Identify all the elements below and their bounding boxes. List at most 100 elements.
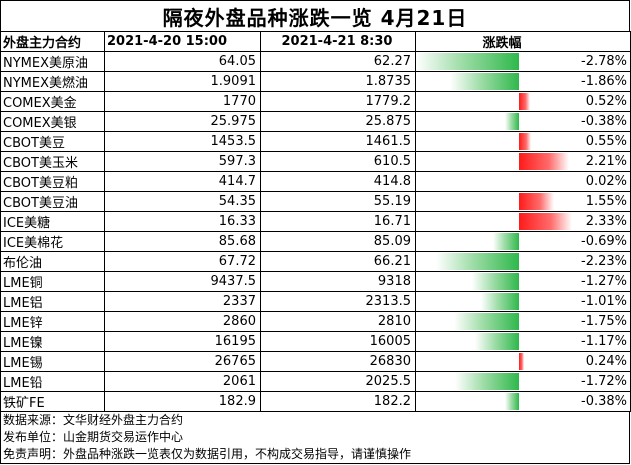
change-pct-value: 1.55%: [585, 194, 627, 209]
price-curr: 66.21: [260, 251, 416, 272]
header-contract: 外盘主力合约: [0, 31, 105, 52]
quote-table: 外盘主力合约 2021-4-20 15:00 2021-4-21 8:30 涨跌…: [0, 31, 631, 412]
change-pct: -2.78%: [518, 51, 631, 72]
price-curr: 85.09: [260, 231, 416, 252]
price-prev: 16195: [104, 331, 261, 352]
change-pct: 1.55%: [518, 191, 631, 212]
change-pct: -1.86%: [518, 71, 631, 92]
price-curr: 1461.5: [260, 131, 416, 152]
change-pct-value: -2.23%: [581, 254, 627, 269]
negative-change-bar: [481, 293, 519, 310]
price-prev: 26765: [104, 351, 261, 372]
contract-name: 布伦油: [0, 251, 105, 272]
change-pct-value: 0.55%: [585, 134, 627, 149]
note-source: 数据来源：文华财经外盘主力合约: [3, 413, 184, 427]
change-pct: 2.33%: [518, 211, 631, 232]
table-row: CBOT美豆 1453.5 1461.5 0.55%: [0, 131, 631, 152]
negative-change-bar: [455, 373, 519, 390]
change-bar-cell: [415, 311, 519, 332]
change-pct-value: -0.38%: [581, 114, 627, 129]
table-row: ICE美糖 16.33 16.71 2.33%: [0, 211, 631, 232]
price-prev: 597.3: [104, 151, 261, 172]
price-prev: 67.72: [104, 251, 261, 272]
header-date-a: 2021-4-20 15:00: [104, 31, 261, 52]
table-row: LME锡 26765 26830 0.24%: [0, 351, 631, 372]
change-pct: -0.38%: [518, 391, 631, 412]
price-curr: 55.19: [260, 191, 416, 212]
contract-name: LME镍: [0, 331, 105, 352]
change-bar-cell: [415, 231, 519, 252]
change-pct: 2.21%: [518, 151, 631, 172]
quote-rows: NYMEX美原油 64.05 62.27 -2.78% NYMEX美燃油 1.9091 1.…: [0, 51, 631, 412]
table-row: LME铝 2337 2313.5 -1.01%: [0, 291, 631, 312]
change-pct-value: 2.33%: [585, 214, 627, 229]
table-row: CBOT美玉米 597.3 610.5 2.21%: [0, 151, 631, 172]
change-bar-cell: [415, 151, 519, 172]
price-prev: 54.35: [104, 191, 261, 212]
change-pct-value: 0.24%: [585, 354, 627, 369]
change-pct: 0.52%: [518, 91, 631, 112]
price-curr: 1779.2: [260, 91, 416, 112]
negative-change-bar: [416, 53, 519, 70]
contract-name: NYMEX美原油: [0, 51, 105, 72]
price-prev: 64.05: [104, 51, 261, 72]
negative-change-bar: [475, 333, 519, 350]
change-bar-cell: [415, 331, 519, 352]
change-bar-cell: [415, 371, 519, 392]
contract-name: COMEX美银: [0, 111, 105, 132]
change-pct: -1.27%: [518, 271, 631, 292]
price-curr: 26830: [260, 351, 416, 372]
price-prev: 1453.5: [104, 131, 261, 152]
change-bar-cell: [415, 271, 519, 292]
positive-change-bar: [518, 133, 532, 150]
positive-change-bar: [518, 353, 524, 370]
contract-name: LME铝: [0, 291, 105, 312]
change-bar-cell: [415, 131, 519, 152]
change-pct: -2.23%: [518, 251, 631, 272]
note-disclaimer: 免责声明：外盘品种涨跌一览表仅为数据引用，不构成交易指导，请谨慎操作: [3, 447, 412, 461]
table-row: NYMEX美燃油 1.9091 1.8735 -1.86%: [0, 71, 631, 92]
price-curr: 2313.5: [260, 291, 416, 312]
change-pct-value: -0.38%: [581, 394, 627, 409]
change-pct: 0.55%: [518, 131, 631, 152]
contract-name: CBOT美豆油: [0, 191, 105, 212]
price-prev: 85.68: [104, 231, 261, 252]
contract-name: 铁矿FE: [0, 391, 105, 412]
positive-change-bar: [518, 213, 572, 230]
price-curr: 2025.5: [260, 371, 416, 392]
change-pct: -1.75%: [518, 311, 631, 332]
change-bar-cell: [415, 51, 519, 72]
price-curr: 16005: [260, 331, 416, 352]
price-curr: 9318: [260, 271, 416, 292]
negative-change-bar: [450, 73, 519, 90]
price-prev: 1.9091: [104, 71, 261, 92]
positive-change-bar: [518, 193, 554, 210]
price-curr: 414.8: [260, 171, 416, 192]
price-prev: 1770: [104, 91, 261, 112]
negative-change-bar: [436, 253, 519, 270]
contract-name: COMEX美金: [0, 91, 105, 112]
header-change: 涨跌幅: [483, 31, 631, 52]
change-bar-cell: [415, 91, 519, 112]
contract-name: LME铜: [0, 271, 105, 292]
change-pct-value: -0.69%: [581, 234, 627, 249]
negative-change-bar: [471, 273, 519, 290]
price-prev: 2061: [104, 371, 261, 392]
notes: 数据来源：文华财经外盘主力合约 发布单位：山金期货交易运作中心 免责声明：外盘品…: [0, 412, 630, 464]
change-pct-value: -1.17%: [581, 334, 627, 349]
contract-name: LME锌: [0, 311, 105, 332]
table-row: NYMEX美原油 64.05 62.27 -2.78%: [0, 51, 631, 72]
change-pct: -0.69%: [518, 231, 631, 252]
change-pct: -1.72%: [518, 371, 631, 392]
contract-name: CBOT美豆: [0, 131, 105, 152]
change-pct-value: -1.72%: [581, 374, 627, 389]
change-pct: 0.24%: [518, 351, 631, 372]
positive-change-bar: [518, 153, 569, 170]
change-pct-value: -1.75%: [581, 314, 627, 329]
change-bar-cell: [415, 251, 519, 272]
header-row: 外盘主力合约 2021-4-20 15:00 2021-4-21 8:30 涨跌…: [0, 31, 631, 52]
contract-name: LME铅: [0, 371, 105, 392]
table-row: LME镍 16195 16005 -1.17%: [0, 331, 631, 352]
contract-name: NYMEX美燃油: [0, 71, 105, 92]
